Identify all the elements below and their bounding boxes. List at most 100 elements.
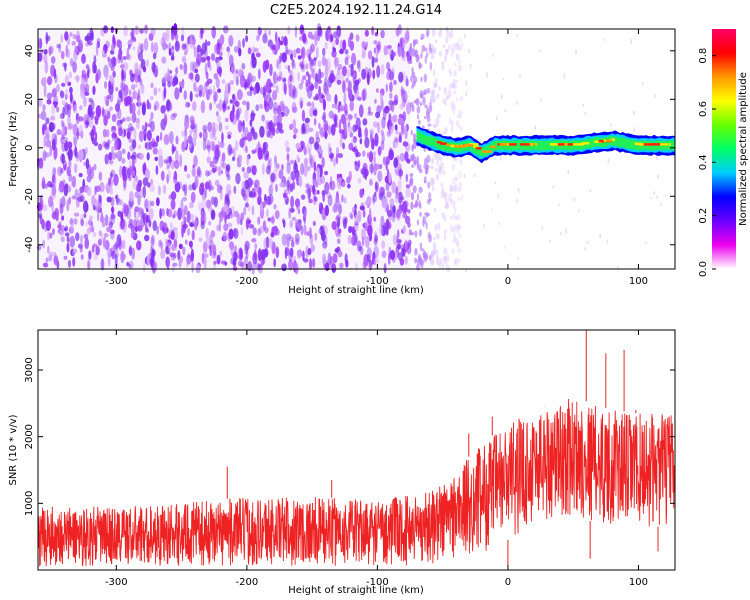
noise-blob — [145, 141, 151, 151]
noise-blob — [361, 238, 365, 246]
noise-blob — [122, 55, 127, 61]
noise-blob — [128, 89, 132, 96]
noise-blob — [167, 80, 172, 88]
noise-blob — [327, 142, 331, 156]
noise-blob — [102, 128, 108, 138]
noise-blob — [215, 77, 220, 89]
noise-blob — [318, 202, 322, 209]
noise-blob — [170, 159, 175, 170]
noise-blob — [295, 237, 300, 246]
noise-blob — [451, 163, 455, 171]
noise-blob — [423, 73, 428, 83]
noise-blob — [336, 214, 341, 221]
noise-blob — [108, 160, 114, 165]
noise-blob — [334, 195, 340, 209]
noise-blob — [88, 41, 93, 46]
noise-blob — [46, 98, 52, 105]
noise-blob — [283, 219, 286, 228]
noise-blob — [316, 167, 321, 180]
noise-blob — [313, 117, 317, 126]
noise-blob — [252, 227, 257, 236]
noise-blob — [249, 86, 254, 92]
noise-blob — [309, 46, 313, 55]
noise-blob — [61, 99, 66, 106]
noise-blob — [461, 194, 464, 201]
noise-blob — [254, 190, 259, 200]
noise-blob — [73, 49, 78, 62]
noise-blob — [132, 45, 136, 51]
noise-blob — [459, 126, 464, 132]
noise-blob — [106, 196, 112, 203]
noise-blob — [242, 119, 246, 133]
noise-blob — [341, 181, 346, 187]
noise-blob — [206, 41, 211, 46]
noise-blob — [305, 245, 309, 259]
noise-blob — [412, 185, 417, 194]
noise-blob — [342, 80, 346, 94]
noise-blob — [123, 128, 127, 137]
noise-blob — [206, 156, 211, 164]
noise-blob — [275, 183, 278, 193]
noise-blob — [142, 261, 146, 273]
noise-blob — [376, 65, 381, 78]
noise-blob — [37, 99, 43, 107]
carrier-hotspot — [446, 143, 450, 147]
noise-blob — [285, 47, 289, 55]
noise-blob — [191, 219, 195, 225]
noise-blob — [272, 71, 277, 85]
noise-blob — [222, 231, 228, 241]
noise-blob — [148, 219, 152, 227]
noise-blob — [184, 118, 190, 130]
noise-blob — [59, 204, 63, 216]
noise-blob — [200, 27, 203, 39]
noise-blob — [299, 36, 304, 41]
noise-speck — [517, 257, 519, 260]
noise-blob — [455, 96, 458, 102]
noise-blob — [60, 119, 64, 128]
noise-blob — [53, 103, 57, 108]
noise-blob — [275, 127, 280, 134]
noise-blob — [109, 186, 113, 195]
noise-blob — [191, 138, 197, 147]
noise-blob — [150, 120, 155, 132]
noise-blob — [189, 36, 193, 49]
noise-blob — [403, 37, 406, 49]
carrier-hotspot — [464, 144, 473, 147]
noise-blob — [305, 79, 309, 87]
noise-blob — [389, 81, 393, 93]
noise-blob — [373, 155, 376, 165]
noise-blob — [216, 58, 221, 70]
noise-blob — [272, 101, 278, 112]
noise-blob — [309, 107, 315, 118]
noise-blob — [402, 225, 406, 234]
noise-blob — [221, 79, 226, 85]
noise-blob — [444, 102, 447, 106]
noise-blob — [146, 152, 150, 161]
noise-blob — [200, 211, 204, 217]
noise-blob — [305, 71, 310, 77]
noise-blob — [110, 213, 116, 225]
noise-blob — [126, 131, 131, 140]
noise-blob — [443, 126, 448, 135]
noise-blob — [292, 175, 295, 182]
carrier-hotspot — [581, 142, 590, 145]
noise-blob — [266, 91, 271, 104]
noise-blob — [126, 53, 132, 61]
noise-blob — [144, 198, 149, 210]
noise-blob — [138, 42, 141, 49]
noise-blob — [458, 233, 463, 238]
carrier-hotspot — [660, 143, 668, 146]
noise-blob — [457, 247, 462, 254]
noise-blob — [265, 83, 271, 93]
y-tick-label: 3000 — [24, 357, 35, 382]
noise-blob — [207, 143, 211, 155]
noise-blob — [246, 90, 252, 97]
noise-speck — [541, 226, 544, 231]
noise-blob — [419, 211, 422, 217]
noise-blob — [284, 140, 289, 149]
noise-blob — [204, 62, 208, 76]
noise-blob — [80, 234, 83, 245]
noise-blob — [321, 115, 326, 121]
noise-blob — [70, 223, 74, 234]
noise-blob — [290, 159, 295, 165]
